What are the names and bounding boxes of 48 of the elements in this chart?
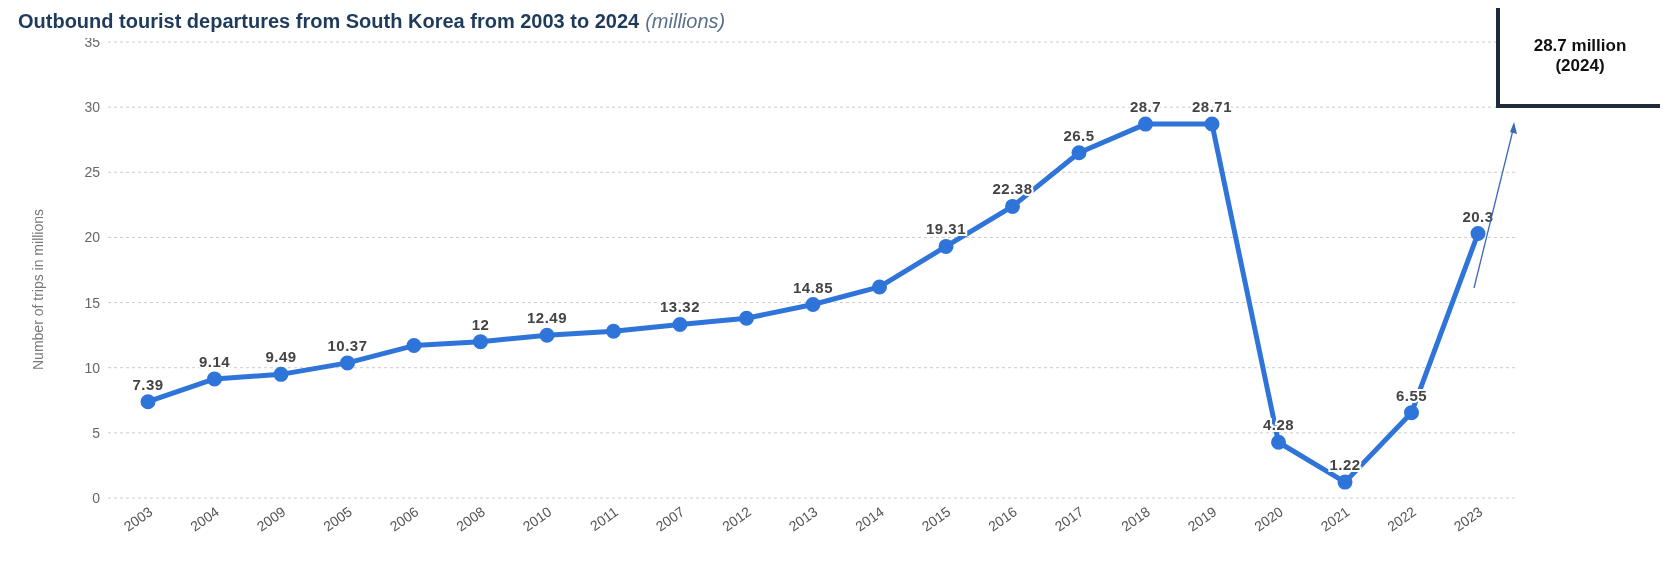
- data-label: 28.71: [1191, 97, 1233, 115]
- data-label: 26.5: [1063, 126, 1095, 144]
- point: [1470, 226, 1486, 242]
- point: [207, 371, 222, 387]
- point: [1271, 434, 1286, 450]
- data-label: 1.22: [1329, 456, 1361, 474]
- y-tick-label: 35: [84, 33, 101, 50]
- data-label: 12.49: [526, 309, 568, 327]
- data-label: 13.32: [659, 298, 701, 316]
- point: [539, 327, 555, 343]
- point: [938, 238, 954, 254]
- point: [1204, 116, 1220, 132]
- data-label: 19.31: [925, 220, 967, 238]
- chart-subtitle: (millions): [645, 10, 726, 32]
- data-label: 9.14: [198, 352, 231, 370]
- point: [1005, 198, 1020, 214]
- chart-title: Outbound tourist departures from South Korea from 2003 to 2024: [18, 10, 640, 32]
- point: [1071, 145, 1087, 161]
- point: [473, 334, 488, 350]
- point: [805, 297, 821, 313]
- point: [672, 316, 688, 332]
- y-tick-label: 10: [84, 359, 101, 376]
- y-tick-label: 20: [84, 229, 101, 246]
- y-tick-label: 5: [92, 424, 101, 441]
- data-label: 9.49: [265, 348, 297, 366]
- data-label: 12: [471, 315, 490, 333]
- point: [1337, 474, 1353, 490]
- point: [1138, 116, 1153, 132]
- point: [872, 279, 887, 295]
- y-axis-title: Number of trips in millions: [29, 208, 46, 370]
- y-tick-label: 0: [92, 489, 101, 506]
- x-tick-label: 2011: [587, 503, 622, 534]
- point: [340, 355, 355, 371]
- point: [406, 338, 422, 354]
- point: [1404, 405, 1419, 421]
- data-label: 28.7: [1129, 98, 1162, 116]
- text-box: 28.7 million (2024): [1496, 8, 1660, 108]
- data-label: 14.85: [792, 278, 834, 296]
- point: [606, 323, 621, 339]
- y-tick-label: 30: [84, 99, 101, 116]
- y-tick-label: 25: [84, 164, 101, 181]
- y-tick-label: 15: [84, 294, 101, 311]
- data-label: 10.37: [327, 336, 368, 354]
- data-label: 7.39: [132, 375, 164, 393]
- data-label: 22.38: [992, 180, 1033, 198]
- point: [140, 394, 156, 410]
- point: [739, 310, 754, 326]
- point: [273, 366, 289, 382]
